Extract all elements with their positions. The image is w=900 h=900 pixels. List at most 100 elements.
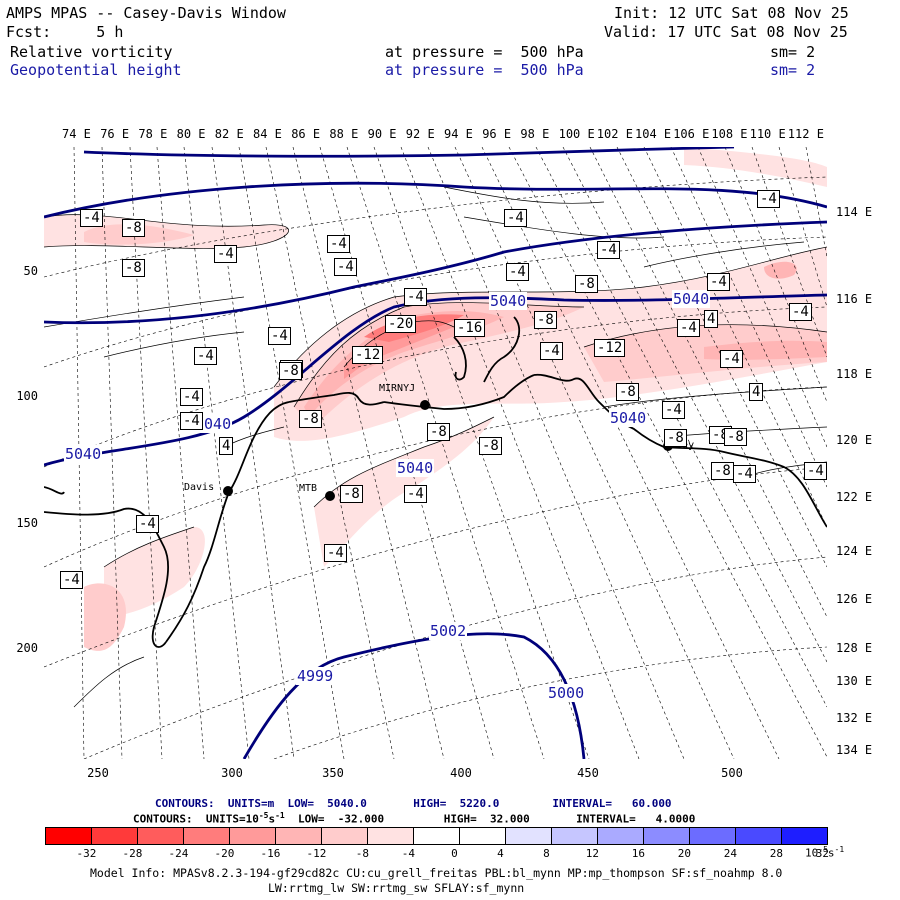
- vorticity-contour-label: -20: [385, 315, 417, 333]
- station-label: MIRNYJ: [379, 383, 416, 394]
- height-contour-label: 5040: [672, 290, 711, 308]
- longitude-label-top: 106 E: [673, 127, 710, 141]
- model-info-line2: LW:rrtmg_lw SW:rrtmg_sw SFLAY:sf_mynn: [268, 881, 525, 895]
- longitude-label-right: 118 E: [836, 367, 873, 381]
- longitude-label-top: 108 E: [711, 127, 748, 141]
- map-panel[interactable]: MIRNYJMTBDavisCasey504050405040504050405…: [44, 147, 827, 759]
- field1-sm: sm= 2: [770, 43, 816, 61]
- vorticity-contour-label: -8: [279, 362, 302, 380]
- vorticity-contour-label: -4: [804, 462, 827, 480]
- init-time: Init: 12 UTC Sat 08 Nov 25: [614, 4, 849, 22]
- vorticity-contour-label: -4: [327, 235, 350, 253]
- vorticity-contour-label: -4: [540, 342, 563, 360]
- longitude-label-top: 100 E: [558, 127, 595, 141]
- colorbar-segment: [781, 827, 828, 845]
- colorbar-segment: [275, 827, 322, 845]
- x-axis-tick-label: 500: [721, 766, 743, 780]
- vorticity-contour-label: -12: [594, 339, 626, 357]
- height-contour-label: 5040: [609, 409, 648, 427]
- vorticity-contour-range: LOW= -32.000 HIGH= 32.000 INTERVAL= 4.00…: [284, 812, 696, 826]
- colorbar-segment: [597, 827, 644, 845]
- height-contour-label: 4999: [296, 667, 335, 685]
- vorticity-contour-label: 4: [704, 310, 719, 328]
- colorbar-units-tail: s: [827, 846, 835, 860]
- longitude-label-top: 104 E: [635, 127, 672, 141]
- vorticity-contour-label: -4: [180, 412, 203, 430]
- y-axis-tick-label: 50: [23, 264, 38, 278]
- longitude-label-right: 134 E: [836, 743, 873, 757]
- colorbar-segment: [321, 827, 368, 845]
- vorticity-contour-info: CONTOURS: UNITS=10-5s-1 LOW= -32.000 HIG…: [133, 811, 695, 826]
- x-axis-tick-label: 300: [221, 766, 243, 780]
- longitude-label-top: 98 E: [520, 127, 550, 141]
- colorbar-tick-label: 16: [631, 847, 646, 860]
- colorbar-tick-label: -20: [214, 847, 235, 860]
- vorticity-contour-label: -4: [707, 273, 730, 291]
- height-contour-label: 5040: [489, 292, 528, 310]
- vorticity-contour-label: -8: [340, 485, 363, 503]
- vorticity-contour-label: -4: [404, 288, 427, 306]
- height-contour-label: 5000: [547, 684, 586, 702]
- colorbar-tick-label: 8: [543, 847, 550, 860]
- vorticity-contour-label: -16: [454, 319, 486, 337]
- vorticity-contour-label: -12: [352, 346, 384, 364]
- colorbar-tick-label: 12: [585, 847, 600, 860]
- colorbar-tick-label: 0: [451, 847, 458, 860]
- colorbar-tick-label: -4: [401, 847, 416, 860]
- coastline: [44, 316, 827, 648]
- vorticity-contour-label: -4: [662, 401, 685, 419]
- colorbar-segment: [45, 827, 92, 845]
- vorticity-contour-label: -8: [724, 428, 747, 446]
- vorticity-contour-label: -8: [575, 275, 598, 293]
- vorticity-contour-label: -8: [616, 383, 639, 401]
- longitude-label-top: 74 E: [62, 127, 91, 141]
- colorbar-tick-label: 24: [723, 847, 738, 860]
- x-axis-tick-label: 400: [450, 766, 472, 780]
- colorbar-tick-label: 20: [677, 847, 692, 860]
- vorticity-contour-label: -8: [122, 219, 145, 237]
- vorticity-contour-label: -8: [299, 410, 322, 428]
- height-contour-label: 5040: [64, 445, 103, 463]
- longitude-label-top: 88 E: [329, 127, 359, 141]
- colorbar-tick-label: -8: [355, 847, 370, 860]
- station-marker: [325, 491, 335, 501]
- longitude-label-right: 114 E: [836, 205, 873, 219]
- longitude-label-top: 76 E: [100, 127, 130, 141]
- station-label: MTB: [299, 483, 318, 494]
- vorticity-contour-label: -4: [506, 263, 529, 281]
- colorbar-segment: [551, 827, 598, 845]
- height-contour-label: 5002: [429, 622, 468, 640]
- vorticity-contour-label: -8: [122, 259, 145, 277]
- vorticity-contour-label: -4: [757, 190, 780, 208]
- vorticity-contour-label: -4: [720, 350, 743, 368]
- field1-level: at pressure = 500 hPa: [385, 43, 584, 61]
- colorbar-tick-label: -24: [168, 847, 189, 860]
- longitude-label-top: 90 E: [367, 127, 397, 141]
- vorticity-contour-label: -4: [597, 241, 620, 259]
- colorbar-segment: [367, 827, 414, 845]
- vorticity-contour-label: -4: [60, 571, 83, 589]
- vorticity-contour-label: -4: [194, 347, 217, 365]
- vorticity-contour-label: -4: [214, 245, 237, 263]
- vorticity-contour-label: -4: [504, 209, 527, 227]
- x-axis-tick-label: 450: [577, 766, 599, 780]
- colorbar-tick-label: -28: [122, 847, 143, 860]
- colorbar-tick-label: -16: [260, 847, 281, 860]
- longitude-label-top: 92 E: [405, 127, 435, 141]
- vorticity-contour-label: -8: [427, 423, 450, 441]
- field2-sm: sm= 2: [770, 61, 816, 79]
- colorbar-units-tail-exp: -1: [834, 845, 845, 854]
- colorbar-segment: [91, 827, 138, 845]
- height-contour-info: CONTOURS: UNITS=m LOW= 5040.0 HIGH= 5220…: [155, 797, 672, 810]
- valid-time: Valid: 17 UTC Sat 08 Nov 25: [604, 23, 848, 41]
- longitude-label-top: 112 E: [787, 127, 824, 141]
- vorticity-unit-exponent-1: -5: [258, 811, 269, 820]
- longitude-label-right: 116 E: [836, 292, 873, 306]
- model-info-line1: Model Info: MPASv8.2.3-194-gf29cd82c CU:…: [90, 866, 783, 880]
- vorticity-contour-label: 4: [219, 437, 234, 455]
- y-axis-tick-label: 100: [16, 389, 38, 403]
- colorbar-segment: [689, 827, 736, 845]
- height-contour-label: 5040: [396, 459, 435, 477]
- plot-title: AMPS MPAS -- Casey-Davis Window: [6, 4, 286, 22]
- longitude-label-top: 94 E: [444, 127, 473, 141]
